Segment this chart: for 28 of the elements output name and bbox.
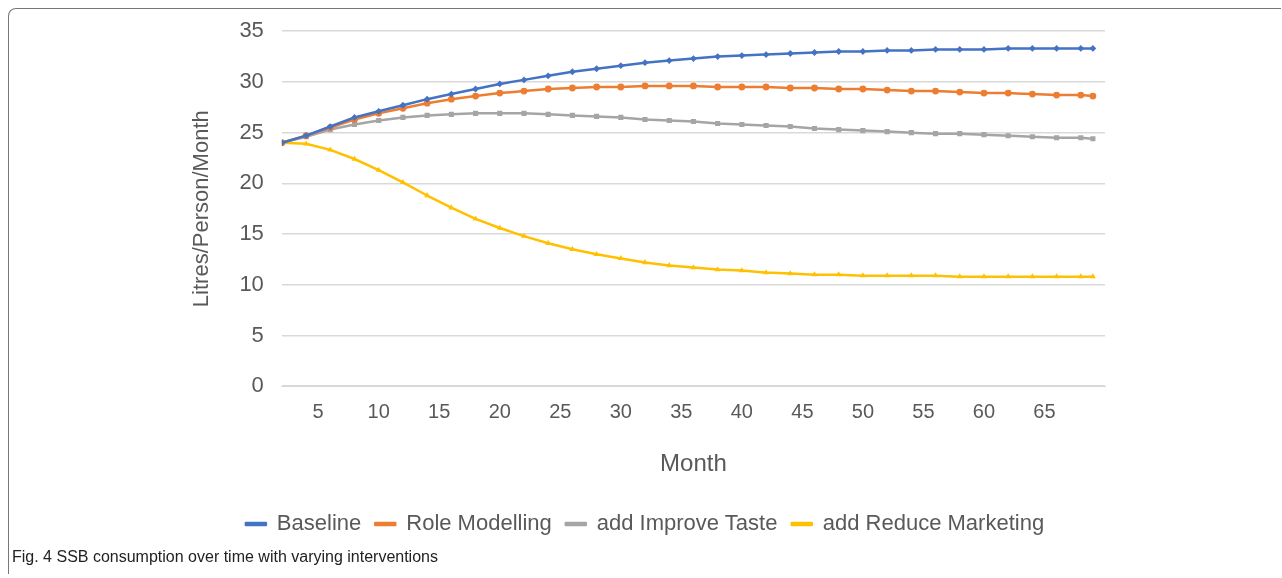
legend-label: add Reduce Marketing (822, 510, 1045, 536)
x-tick-label: 10 (367, 399, 390, 422)
x-tick-label: 65 (1033, 399, 1056, 422)
x-tick-label: 50 (851, 399, 875, 422)
x-tick-label: 35 (670, 399, 693, 422)
caption: Fig. 4 SSB consumption over time with varying interventions (12, 548, 438, 566)
x-axis-title: Month (660, 449, 727, 477)
legend-label: Role Modelling (406, 510, 552, 536)
y-tick-label: 20 (239, 169, 264, 195)
x-tick-label: 40 (730, 399, 753, 422)
y-tick-label: 0 (251, 372, 264, 398)
y-tick-label: 15 (239, 220, 264, 246)
x-tick-label: 45 (791, 399, 814, 422)
x-tick-label: 5 (312, 399, 324, 422)
y-tick-label: 30 (239, 67, 264, 93)
y-tick-label: 35 (239, 17, 264, 43)
x-tick-label: 55 (912, 399, 935, 422)
x-tick-label: 60 (972, 399, 996, 422)
y-tick-label: 10 (239, 270, 264, 296)
legend-label: Baseline (276, 510, 362, 536)
y-axis-title: Litres/Person/Month (188, 110, 214, 308)
legend-label: add Improve Taste (596, 510, 778, 536)
y-tick-label: 25 (239, 118, 264, 144)
x-tick-label: 15 (428, 399, 451, 422)
x-tick-label: 25 (549, 399, 572, 422)
y-tick-label: 5 (251, 321, 264, 347)
x-tick-label: 30 (609, 399, 632, 422)
x-tick-label: 20 (488, 399, 511, 422)
